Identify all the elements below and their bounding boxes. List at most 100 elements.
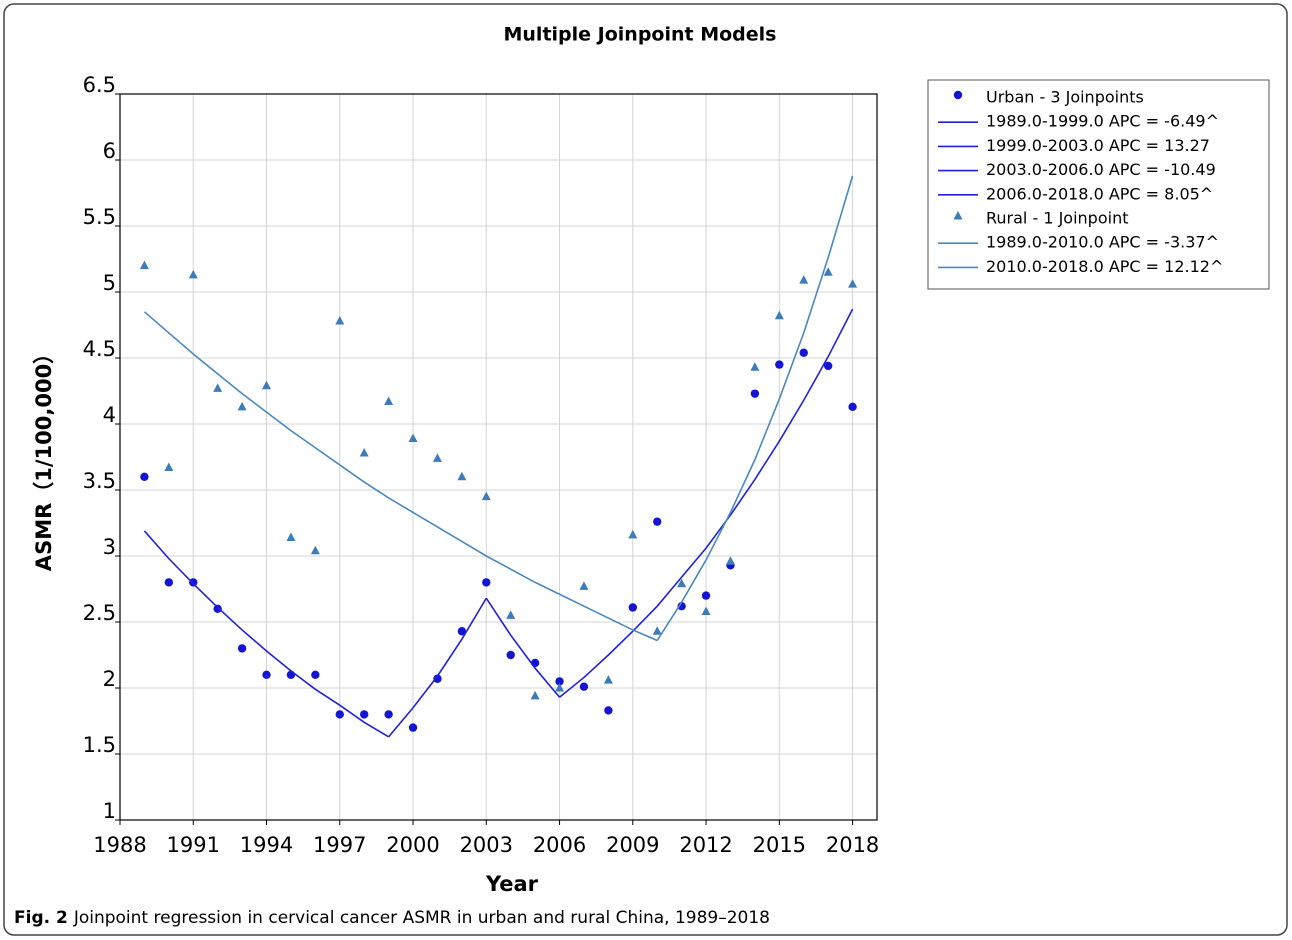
plot-frame <box>119 93 878 821</box>
point <box>799 348 808 357</box>
point <box>750 362 760 371</box>
legend-box <box>927 79 1270 290</box>
point <box>823 267 833 276</box>
point <box>848 402 857 412</box>
point <box>408 723 418 732</box>
point <box>140 472 149 481</box>
fit-line <box>143 311 658 642</box>
y-tick-label: 1.5 <box>83 733 116 757</box>
point <box>823 361 833 371</box>
fit-line <box>388 597 487 738</box>
point <box>774 310 784 320</box>
legend-label: 1989.0-2010.0 APC = -3.37^ <box>986 233 1219 252</box>
y-tick-label: 4 <box>103 403 116 427</box>
y-tick-label: 2 <box>103 667 116 691</box>
point <box>335 710 344 719</box>
point <box>652 626 662 635</box>
point <box>286 670 296 679</box>
point <box>701 606 711 615</box>
point <box>555 677 564 686</box>
legend-label: 2010.0-2018.0 APC = 12.12^ <box>986 257 1223 276</box>
caption-label: Fig. 2 <box>14 908 68 928</box>
point <box>408 433 418 443</box>
point <box>359 448 369 457</box>
point <box>482 578 491 587</box>
point <box>433 674 442 683</box>
caption: Fig. 2 Joinpoint regression in cervical c… <box>14 908 770 928</box>
legend-label: Rural - 1 Joinpoint <box>986 209 1128 228</box>
point <box>604 706 613 715</box>
legend-label: 2003.0-2006.0 APC = -10.49 <box>986 160 1216 179</box>
legend-swatch <box>953 211 963 220</box>
point <box>628 603 638 612</box>
point <box>506 610 516 619</box>
point <box>506 650 515 660</box>
point <box>384 710 393 719</box>
point <box>311 670 320 679</box>
x-tick-label: 2006 <box>533 833 586 857</box>
fit-line <box>656 175 854 641</box>
point <box>579 581 589 590</box>
point <box>555 683 565 692</box>
x-tick-label: 1988 <box>93 833 146 857</box>
fit-line <box>143 530 390 738</box>
x-tick-label: 2000 <box>386 833 439 857</box>
point <box>310 545 320 555</box>
point <box>189 578 198 587</box>
point <box>262 380 272 390</box>
x-tick-label: 2012 <box>679 833 732 857</box>
x-tick-label: 2003 <box>460 833 513 857</box>
legend-label: 1999.0-2003.0 APC = 13.27 <box>986 136 1210 155</box>
x-tick-label: 2015 <box>753 833 806 857</box>
point <box>481 491 491 501</box>
point <box>335 316 345 325</box>
point <box>725 556 735 565</box>
point <box>237 401 247 411</box>
legend-label: 2006.0-2018.0 APC = 8.05^ <box>986 184 1213 203</box>
y-tick-label: 3 <box>103 535 116 559</box>
legend-swatch <box>953 90 963 100</box>
point <box>579 682 589 691</box>
fit-line <box>559 308 854 698</box>
x-tick-label: 2009 <box>606 833 659 857</box>
point <box>775 360 784 369</box>
y-tick-label: 1 <box>103 799 116 823</box>
y-tick-label: 5.5 <box>83 205 116 229</box>
point <box>432 453 442 462</box>
fit-line <box>485 597 561 698</box>
y-tick-label: 3.5 <box>83 469 116 493</box>
point <box>701 591 711 600</box>
point <box>188 269 198 279</box>
point <box>213 604 222 613</box>
point <box>237 644 247 653</box>
y-tick-label: 5 <box>103 271 116 295</box>
y-tick-label: 6 <box>103 139 116 163</box>
x-tick-label: 1994 <box>240 833 293 857</box>
x-tick-label: 1991 <box>167 833 220 857</box>
point <box>457 471 467 481</box>
y-tick-label: 6.5 <box>83 73 116 97</box>
legend-label: Urban - 3 Joinpoints <box>986 88 1144 107</box>
caption-text: Joinpoint regression in cervical cancer … <box>73 908 770 928</box>
point <box>799 275 809 284</box>
x-tick-label: 2018 <box>826 833 879 857</box>
point <box>628 529 638 539</box>
y-axis-label: ASMR（1/100,000） <box>32 343 56 571</box>
point <box>286 532 296 542</box>
point <box>139 260 149 270</box>
chart-title: Multiple Joinpoint Models <box>504 24 777 46</box>
point <box>164 578 174 587</box>
point <box>750 389 760 398</box>
point <box>848 279 858 288</box>
point <box>384 396 394 406</box>
point <box>653 517 662 526</box>
x-axis-label: Year <box>485 872 539 896</box>
x-tick-label: 1997 <box>313 833 366 857</box>
y-tick-label: 2.5 <box>83 601 116 625</box>
legend-label: 1989.0-1999.0 APC = -6.49^ <box>986 112 1219 131</box>
point <box>359 710 369 719</box>
y-tick-label: 4.5 <box>83 337 116 361</box>
point <box>603 675 613 684</box>
point <box>213 383 223 392</box>
